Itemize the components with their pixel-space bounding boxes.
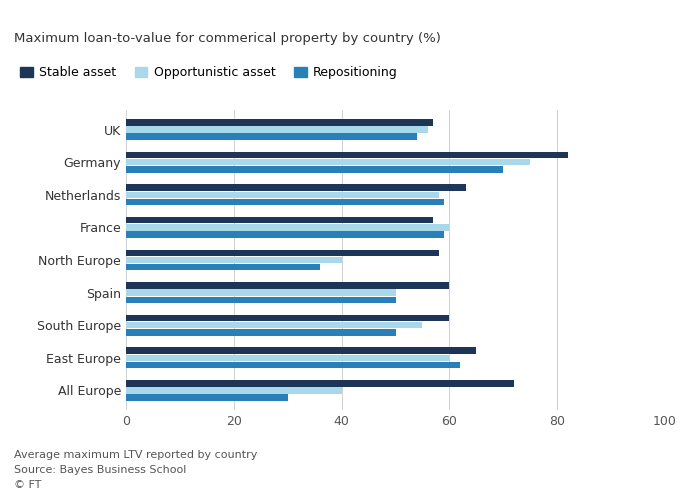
Bar xyxy=(126,166,503,172)
Bar xyxy=(126,394,288,401)
Bar xyxy=(126,362,460,368)
Bar xyxy=(126,296,395,303)
Bar xyxy=(126,282,449,288)
Bar xyxy=(126,264,320,270)
Bar xyxy=(126,256,342,264)
Bar xyxy=(126,192,439,198)
Bar xyxy=(126,152,568,158)
Bar xyxy=(126,290,395,296)
Bar xyxy=(126,198,444,205)
Bar xyxy=(126,250,439,256)
Bar xyxy=(126,134,417,140)
Bar xyxy=(126,119,433,126)
Legend: Stable asset, Opportunistic asset, Repositioning: Stable asset, Opportunistic asset, Repos… xyxy=(20,66,398,79)
Bar xyxy=(126,217,433,224)
Text: Maximum loan-to-value for commerical property by country (%): Maximum loan-to-value for commerical pro… xyxy=(14,32,441,45)
Bar xyxy=(126,329,395,336)
Bar xyxy=(126,348,476,354)
Bar xyxy=(126,322,423,328)
Bar xyxy=(126,159,531,166)
Bar xyxy=(126,354,449,361)
Bar xyxy=(126,224,449,230)
Bar xyxy=(126,380,514,386)
Bar xyxy=(126,232,444,238)
Bar xyxy=(126,387,342,394)
Bar xyxy=(126,184,466,191)
Text: Average maximum LTV reported by country
Source: Bayes Business School
© FT: Average maximum LTV reported by country … xyxy=(14,450,258,490)
Bar xyxy=(126,315,449,322)
Bar xyxy=(126,126,428,133)
